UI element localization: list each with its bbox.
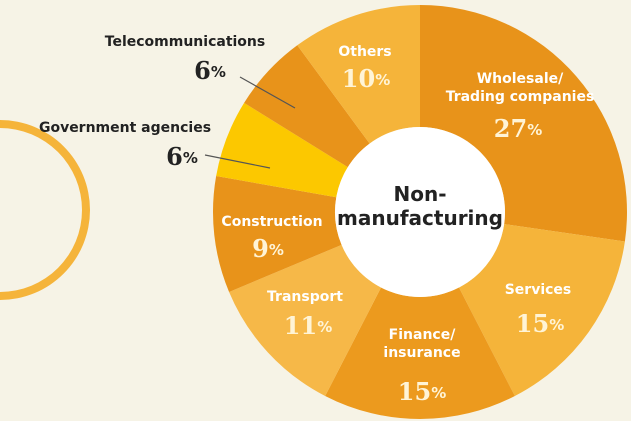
value-label: 27% <box>494 114 542 143</box>
value-label: 6% <box>194 56 226 85</box>
donut-slice <box>229 244 382 396</box>
donut-slice <box>458 224 625 396</box>
value-label: 9% <box>252 234 284 263</box>
category-label: Wholesale/Trading companies <box>446 71 595 105</box>
category-label: Transport <box>267 289 343 305</box>
category-label: Construction <box>221 214 322 230</box>
donut-slice <box>216 102 348 198</box>
value-label: 10% <box>342 64 390 93</box>
leader-line <box>239 76 296 109</box>
donut-slice <box>420 5 628 242</box>
donut-slice <box>213 176 342 292</box>
donut-slice <box>297 5 420 144</box>
value-label: 11% <box>284 311 332 340</box>
donut-slice <box>244 45 370 168</box>
category-label: Services <box>505 282 572 298</box>
value-label: 15% <box>516 309 564 338</box>
category-label: Finance/insurance <box>383 327 460 361</box>
center-label: Non-manufacturing <box>337 182 503 230</box>
category-label: Government agencies <box>39 120 211 136</box>
value-label: 6% <box>166 142 198 171</box>
value-label: 15% <box>398 377 446 406</box>
donut-slice <box>325 287 515 420</box>
leader-line <box>204 154 271 169</box>
donut-hole <box>335 127 505 297</box>
category-label: Telecommunications <box>105 34 265 50</box>
category-label: Others <box>338 44 391 60</box>
